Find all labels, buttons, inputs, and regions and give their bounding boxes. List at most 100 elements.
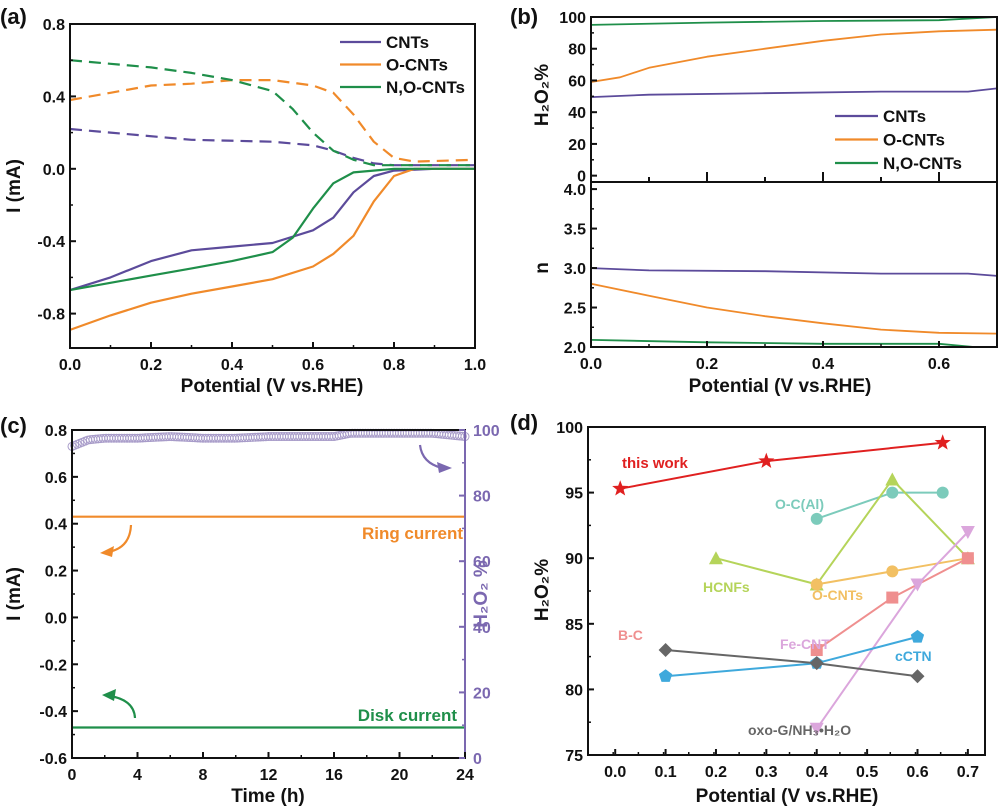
legend-label: N,O-CNTs <box>883 154 962 173</box>
series-label-b-c: B-C <box>618 627 643 643</box>
series-label-hcnfs: HCNFs <box>703 579 750 595</box>
y-tick-label: 60 <box>568 73 586 90</box>
x-tick-label: 0.4 <box>812 356 834 373</box>
triangle-marker-hcnfs <box>885 472 900 486</box>
y-tick-label: 20 <box>568 137 586 154</box>
diamond-marker-oxo-g-nh--h-o <box>809 656 824 671</box>
y-tick-label: 80 <box>565 682 583 699</box>
disk-current-label: Disk current <box>358 706 458 725</box>
star-marker-this-work <box>934 434 951 450</box>
y-axis-title: I (mA) <box>4 159 25 213</box>
x-axis-title: Potential (V vs.RHE) <box>689 376 872 397</box>
y-tick-label: 80 <box>473 489 491 506</box>
y-axis-title: I (mA) <box>4 567 25 621</box>
y-tick-label: 0.0 <box>43 162 65 179</box>
series-disk-o-cnts <box>69 167 475 331</box>
series-disk-cnts <box>69 167 475 292</box>
panel-label-a: (a) <box>0 4 27 29</box>
x-tick-label: 8 <box>199 767 208 784</box>
y-tick-label: 3.0 <box>564 261 586 278</box>
y-tick-label: 2.0 <box>564 340 586 357</box>
series-h2o2-o-cnts <box>590 28 998 83</box>
y-axis-title: H₂O₂% <box>532 559 553 621</box>
y-tick-label: 20 <box>473 685 491 702</box>
y-tick-label: 0.8 <box>43 17 65 34</box>
y-tick-label: 2.5 <box>564 301 586 318</box>
series-n-o-cnts <box>590 282 998 335</box>
x-tick-label: 12 <box>260 767 278 784</box>
h2o2-data-point <box>455 431 465 441</box>
x-tick-label: 0.3 <box>755 764 777 781</box>
series-ring-o-cnts <box>69 79 476 163</box>
y-tick-label: 75 <box>565 748 583 765</box>
x-tick-label: 0.2 <box>696 356 718 373</box>
x-tick-label: 0.2 <box>705 764 727 781</box>
x-tick-label: 0.0 <box>604 764 626 781</box>
y-tick-label: 0.4 <box>43 89 65 106</box>
x-tick-label: 0.4 <box>806 764 828 781</box>
ring-arrowhead-icon <box>100 546 114 557</box>
y-axis-title-top: H₂O₂% <box>532 64 553 126</box>
legend-label: CNTs <box>386 33 429 52</box>
y-tick-label: 100 <box>556 420 583 437</box>
legend-label: CNTs <box>883 107 926 126</box>
panel-label-b: (b) <box>510 4 538 29</box>
x-axis-title: Potential (V vs.RHE) <box>696 786 879 807</box>
pentagon-marker-cctn <box>910 629 925 643</box>
x-tick-label: 0.0 <box>580 356 602 373</box>
y-tick-label: 0.2 <box>45 564 67 581</box>
y-tick-label: 85 <box>565 617 583 634</box>
circle-marker-o-c-al- <box>886 486 899 499</box>
x-tick-label: 24 <box>456 767 474 784</box>
y-tick-label: -0.6 <box>39 751 67 768</box>
y-tick-label: 0 <box>473 751 482 768</box>
down-triangle-marker-fe-cnt <box>960 525 975 539</box>
series-n-cnts <box>590 267 998 277</box>
y-axis-title-bottom: n <box>532 262 553 274</box>
x-tick-label: 0.5 <box>856 764 878 781</box>
y-tick-label: 4.0 <box>564 182 586 199</box>
diamond-marker-oxo-g-nh--h-o <box>658 643 673 658</box>
down-triangle-marker-fe-cnt <box>910 578 925 592</box>
y-tick-label: -0.4 <box>39 704 67 721</box>
series-label-o-c-al-: O-C(Al) <box>775 496 824 512</box>
panel-label-c: (c) <box>0 413 27 438</box>
y-tick-label: 80 <box>568 42 586 59</box>
y-tick-label: 40 <box>568 105 586 122</box>
y-axis-title-right: H₂O₂ % <box>471 560 492 628</box>
legend-label: O-CNTs <box>386 56 448 75</box>
series-label-this-work: this work <box>622 455 689 472</box>
x-tick-label: 0.1 <box>654 764 676 781</box>
legend-label: N,O-CNTs <box>386 78 465 97</box>
y-tick-label: 0.6 <box>45 470 67 487</box>
x-axis-title: Time (h) <box>231 786 305 807</box>
y-tick-label: 0 <box>577 169 586 186</box>
panel-b: 0.0 0.2 0.4 0.6 100 80 60 40 20 04.0 3.5 3.0 2.5 2.0 P… <box>532 10 998 397</box>
x-tick-label: 16 <box>325 767 343 784</box>
series-disk-n-o-cnts <box>69 167 475 292</box>
circle-marker-o-cnts <box>886 565 899 578</box>
y-tick-label: -0.8 <box>37 307 65 324</box>
circle-marker-o-c-al- <box>936 486 949 499</box>
square-marker-b-c <box>961 552 974 565</box>
star-marker-this-work <box>758 452 775 468</box>
panel-a: 0.0 0.2 0.4 0.6 0.8 1.0 0.8 0.4 0.0 -0.4 -0.8 Poten… <box>4 17 486 397</box>
diamond-marker-oxo-g-nh--h-o <box>910 669 925 684</box>
panel-d: 0.0 0.1 0.2 0.3 0.4 0.5 0.6 0.7 100 95 90 85 80 75 Pot… <box>532 420 986 807</box>
x-tick-label: 0.6 <box>906 764 928 781</box>
circle-marker-o-c-al- <box>810 512 823 525</box>
y-tick-label: 100 <box>473 423 500 440</box>
triangle-marker-hcnfs <box>708 551 723 565</box>
x-tick-label: 0 <box>68 767 77 784</box>
plot-frame <box>587 426 986 756</box>
series-label-fe-cnt: Fe-CNT <box>780 636 830 652</box>
y-tick-label: 95 <box>565 486 583 503</box>
square-marker-b-c <box>886 591 899 604</box>
h2o2-data-point <box>457 431 467 441</box>
series-label-oxo-g-nh--h-o: oxo-G/NH₃•H₂O <box>748 722 851 738</box>
panel-label-d: (d) <box>510 410 538 435</box>
y-tick-label: 0.4 <box>45 517 67 534</box>
y-tick-label: -0.4 <box>37 234 65 251</box>
pentagon-marker-cctn <box>658 669 673 682</box>
